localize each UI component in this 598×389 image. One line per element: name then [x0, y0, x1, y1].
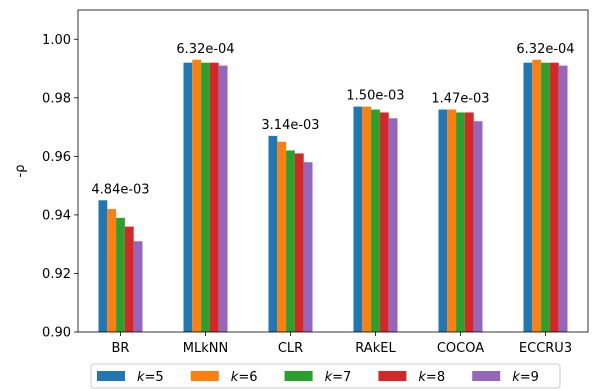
bar-clr-k9 [303, 162, 313, 332]
data-label-mlknn: 6.32e-04 [176, 42, 234, 57]
bar-cocoa-k8 [464, 112, 474, 332]
bar-rakel-k8 [379, 112, 389, 332]
y-tick-label: 0.92 [42, 267, 71, 282]
bar-rakel-k7 [371, 109, 380, 332]
bar-cocoa-k6 [447, 109, 457, 332]
x-tick-label-clr: CLR [278, 341, 303, 356]
bar-cocoa-k5 [438, 109, 448, 332]
bar-rakel-k6 [362, 106, 372, 332]
y-axis-label: -ρ [13, 165, 28, 178]
legend-label-k6: k=6 [231, 370, 258, 385]
bar-br-k7 [116, 217, 125, 332]
x-tick-label-cocoa: COCOA [437, 341, 484, 356]
legend-swatch-k7 [284, 371, 313, 381]
bar-eccru3-k8 [549, 62, 559, 332]
data-label-br: 4.84e-03 [91, 182, 149, 197]
bar-cocoa-k9 [473, 121, 483, 333]
bar-mlknn-k9 [218, 65, 228, 333]
bar-rakel-k5 [353, 106, 363, 332]
bar-br-k9 [133, 241, 143, 332]
legend: k=5 k=6 k=7 k=8 k=9 [90, 363, 561, 389]
data-label-cocoa: 1.47e-03 [431, 92, 489, 107]
bar-mlknn-k6 [192, 59, 202, 332]
bar-eccru3-k7 [541, 62, 550, 332]
legend-label-k5: k=5 [137, 370, 164, 385]
legend-label-k9: k=9 [512, 370, 539, 385]
legend-box [90, 363, 561, 389]
bar-clr-k8 [294, 153, 304, 332]
x-tick-label-rakel: RAkEL [355, 341, 396, 356]
legend-label-k8: k=8 [418, 370, 445, 385]
bar-cocoa-k7 [456, 112, 465, 332]
legend-swatch-k6 [190, 371, 219, 381]
legend-swatch-k5 [97, 371, 125, 381]
y-tick-label: 1.00 [42, 33, 71, 48]
data-label-clr: 3.14e-03 [261, 118, 319, 133]
bar-br-k8 [124, 226, 134, 332]
y-tick-label: 0.96 [42, 150, 71, 165]
legend-swatch-k9 [472, 371, 501, 381]
y-tick-label: 0.94 [42, 208, 71, 223]
x-tick-label-mlknn: MLkNN [183, 341, 228, 356]
bar-mlknn-k8 [209, 62, 219, 332]
plot-area: 4.84e-03 BR 6.32e-04 MLkNN 3.14e-03 CLR 1.50e-… [42, 9, 589, 356]
bar-rakel-k9 [388, 118, 398, 332]
bar-mlknn-k7 [201, 62, 210, 332]
x-tick-label-eccru3: ECCRU3 [519, 341, 572, 356]
x-tick-label-br: BR [112, 341, 130, 356]
bar-br-k6 [107, 209, 117, 332]
bar-br-k5 [98, 200, 108, 332]
y-tick-label: 0.98 [42, 91, 71, 106]
bar-clr-k7 [286, 150, 295, 332]
bar-eccru3-k6 [532, 59, 542, 332]
y-tick-label: 0.90 [42, 326, 71, 341]
bar-clr-k6 [277, 141, 287, 332]
data-label-rakel: 1.50e-03 [346, 89, 404, 104]
bar-eccru3-k9 [558, 65, 568, 333]
bar-mlknn-k5 [183, 62, 193, 332]
bar-clr-k5 [268, 135, 278, 332]
legend-swatch-k8 [378, 371, 407, 381]
bar-eccru3-k5 [523, 62, 533, 332]
axes-frame [77, 9, 589, 333]
data-label-eccru3: 6.32e-04 [516, 42, 574, 57]
legend-label-k7: k=7 [325, 370, 352, 385]
